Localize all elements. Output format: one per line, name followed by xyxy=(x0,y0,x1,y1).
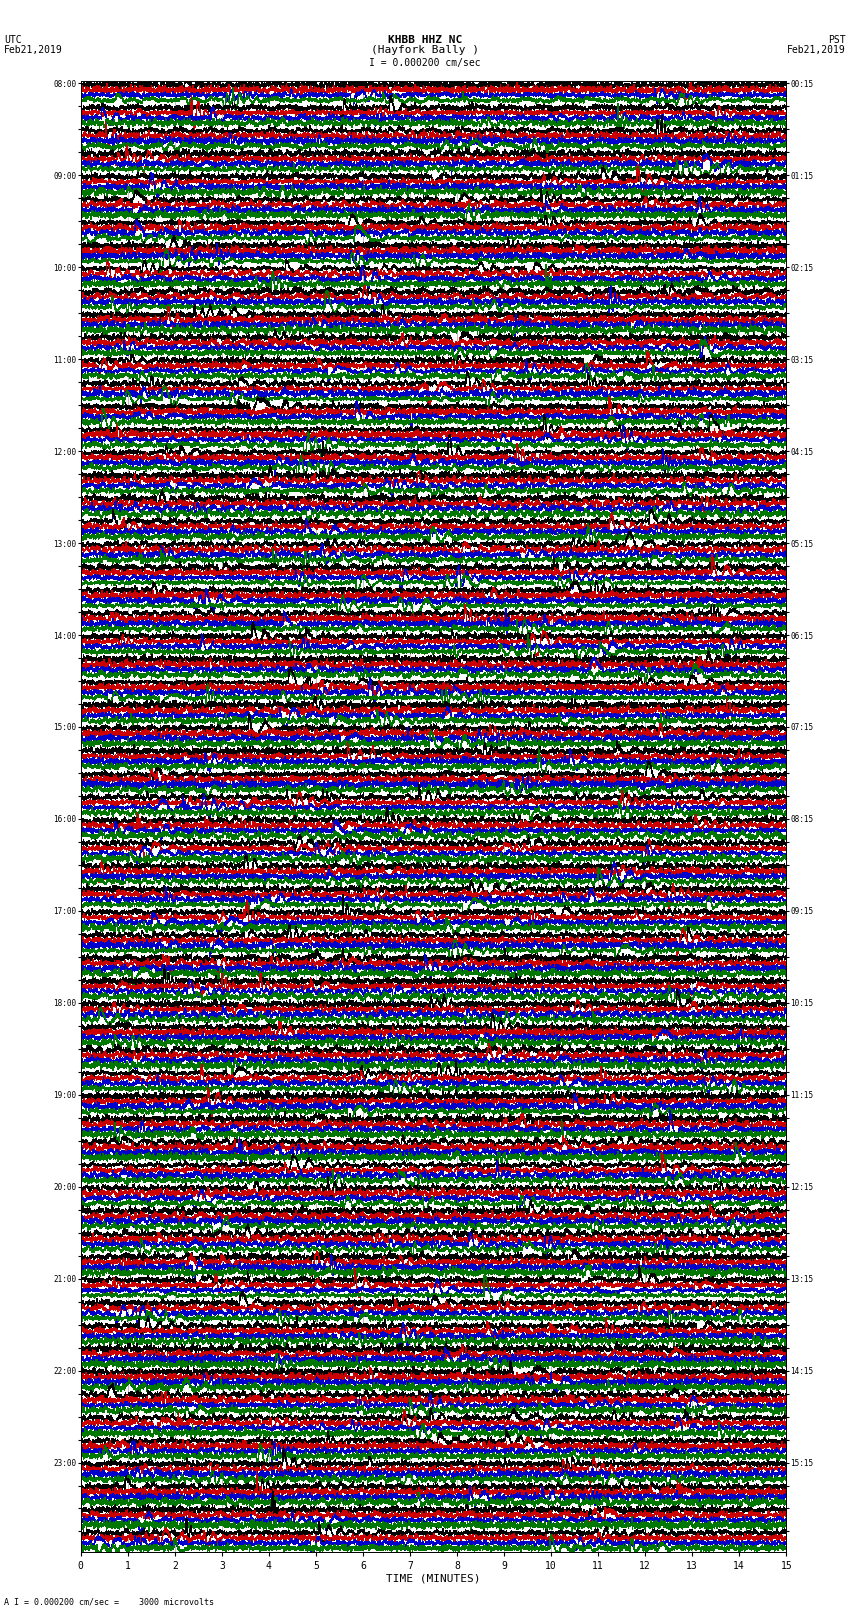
Text: Feb21,2019: Feb21,2019 xyxy=(787,45,846,55)
Text: KHBB HHZ NC: KHBB HHZ NC xyxy=(388,35,462,45)
Text: A I = 0.000200 cm/sec =    3000 microvolts: A I = 0.000200 cm/sec = 3000 microvolts xyxy=(4,1597,214,1607)
X-axis label: TIME (MINUTES): TIME (MINUTES) xyxy=(386,1574,481,1584)
Text: Feb21,2019: Feb21,2019 xyxy=(4,45,63,55)
Text: (Hayfork Bally ): (Hayfork Bally ) xyxy=(371,45,479,55)
Text: UTC: UTC xyxy=(4,35,22,45)
Text: I = 0.000200 cm/sec: I = 0.000200 cm/sec xyxy=(369,58,481,68)
Text: PST: PST xyxy=(828,35,846,45)
